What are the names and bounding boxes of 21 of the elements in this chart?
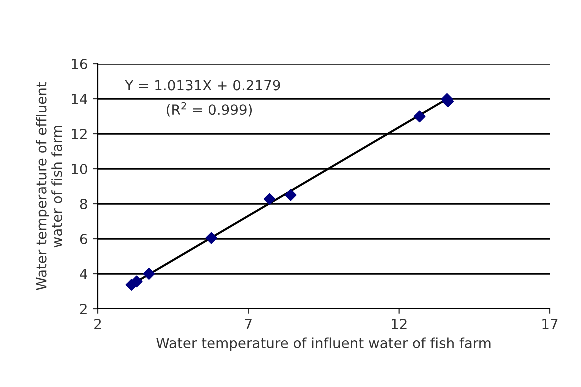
x-axis-title: Water temperature of influent water of fish farm [156, 338, 491, 352]
point [414, 110, 426, 123]
y-tick-label: 4 [80, 269, 88, 280]
x-tick-label: 17 [542, 319, 558, 330]
y-tick-label: 6 [80, 234, 88, 244]
point [264, 193, 276, 206]
point [143, 268, 156, 280]
annotation: Y = 1.0131X + 0.2179 [125, 80, 280, 91]
point [284, 189, 297, 202]
point [206, 232, 218, 244]
y-tick-label: 10 [72, 164, 88, 174]
y-tick-label: 16 [72, 58, 88, 70]
x-tick-label: 7 [245, 319, 252, 330]
y-tick-label: 12 [72, 128, 87, 140]
x-tick-label: 12 [392, 318, 407, 330]
y-axis-title: Water temperature of effluent water of fish farm [36, 82, 62, 290]
y-tick-label: 2 [80, 304, 87, 314]
annotation: (R$^{2}$ = 0.999) [166, 102, 252, 117]
x-tick-label: 2 [94, 318, 102, 330]
y-tick-label: 14 [72, 94, 88, 104]
y-tick-label: 8 [80, 198, 88, 210]
